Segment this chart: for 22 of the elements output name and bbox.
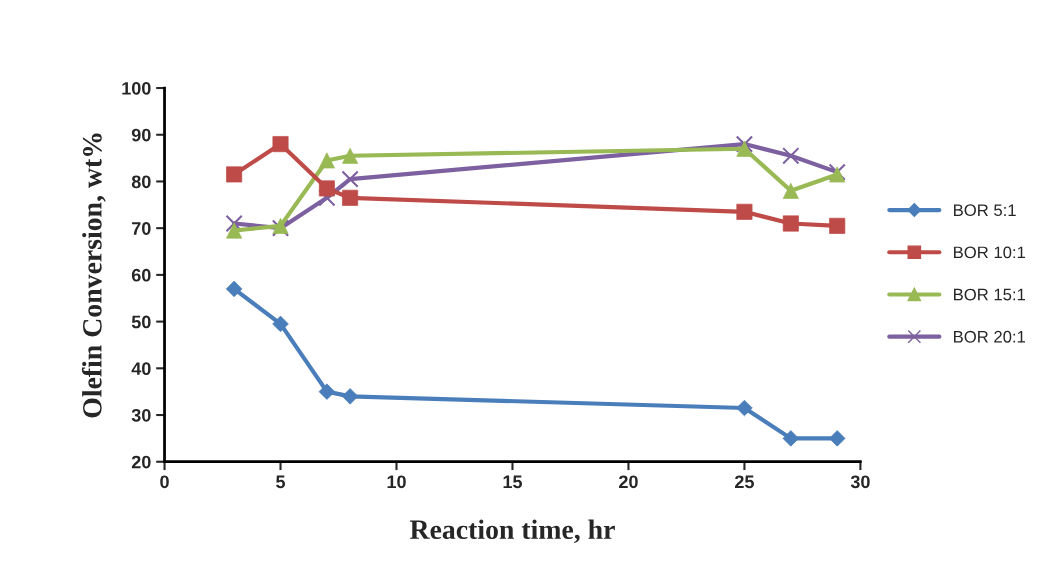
y-tick-label: 100 [122,81,151,95]
x-tick-label: 20 [619,475,638,489]
y-tick-label: 30 [131,408,151,422]
x-tick-label: 30 [850,475,870,489]
y-tick-label: 20 [131,455,151,469]
y-axis-title: Olefin Conversion, wt% [81,133,106,418]
x-tick-label: 25 [735,475,754,489]
legend-label: BOR 5:1 [954,204,1016,217]
y-tick-label: 90 [131,128,151,142]
y-tick-label: 60 [131,268,151,282]
x-tick-label: 15 [503,475,523,489]
x-tick-label: 5 [276,475,286,489]
x-axis-title: Reaction time, hr [409,519,615,544]
y-tick-label: 70 [132,222,151,235]
legend-label: BOR 15:1 [954,288,1026,301]
x-tick-label: 0 [160,475,169,489]
y-tick-label: 80 [131,175,151,189]
y-tick-label: 40 [131,362,151,376]
legend-label: BOR 10:1 [954,246,1026,259]
legend-label: BOR 20:1 [954,330,1026,343]
y-tick-label: 50 [131,315,151,329]
x-tick-label: 10 [387,475,406,489]
